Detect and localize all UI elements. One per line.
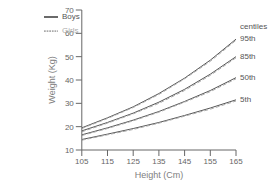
- svg-text:70: 70: [65, 6, 74, 15]
- svg-text:10: 10: [65, 146, 74, 155]
- svg-text:centiles: centiles: [240, 22, 267, 31]
- svg-text:60: 60: [65, 29, 74, 38]
- svg-text:125: 125: [127, 157, 141, 166]
- svg-text:40: 40: [65, 76, 74, 85]
- svg-text:155: 155: [204, 157, 218, 166]
- svg-text:50th: 50th: [240, 73, 256, 82]
- svg-text:Height (Cm): Height (Cm): [135, 170, 184, 180]
- svg-text:5th: 5th: [240, 95, 251, 104]
- svg-text:135: 135: [152, 157, 166, 166]
- svg-text:50: 50: [65, 53, 74, 62]
- svg-text:20: 20: [65, 123, 74, 132]
- svg-text:165: 165: [229, 157, 243, 166]
- svg-text:145: 145: [178, 157, 192, 166]
- svg-text:95th: 95th: [240, 34, 256, 43]
- svg-text:Weight (Kg): Weight (Kg): [47, 56, 57, 103]
- svg-text:30: 30: [65, 99, 74, 108]
- svg-text:105: 105: [75, 157, 89, 166]
- svg-text:85th: 85th: [240, 52, 256, 61]
- svg-text:115: 115: [101, 157, 114, 166]
